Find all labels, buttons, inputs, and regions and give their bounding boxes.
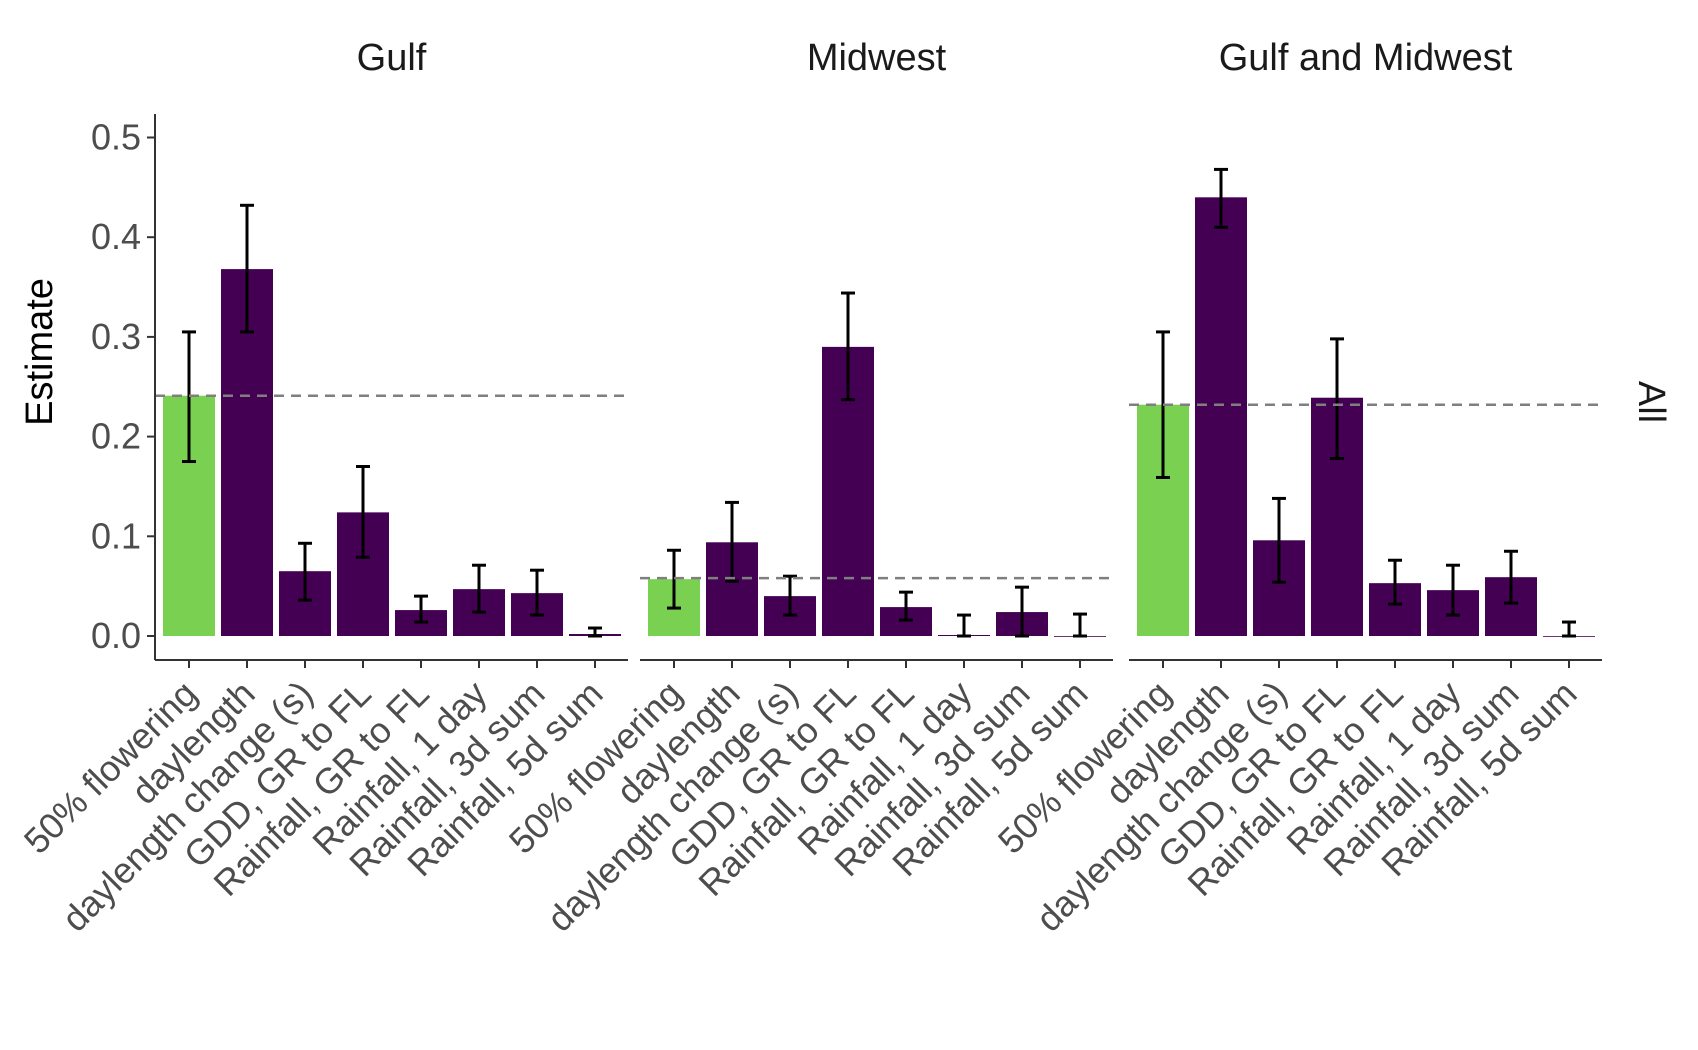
error-bar	[1272, 496, 1286, 584]
error-bar	[1388, 558, 1402, 606]
y-axis: 0.0 0.1 0.2 0.3 0.4 0.5	[91, 114, 156, 660]
error-bar	[1504, 549, 1518, 605]
error-bar	[240, 203, 254, 334]
y-tick-label: 0.5	[91, 117, 141, 158]
y-tick-label: 0.0	[91, 615, 141, 656]
y-tick-label: 0.2	[91, 416, 141, 457]
facet-title: Midwest	[807, 37, 947, 79]
facet-title: Gulf	[357, 37, 427, 79]
facet-title: Gulf and Midwest	[1219, 37, 1513, 79]
error-bar	[1446, 563, 1460, 617]
error-bar	[725, 500, 739, 583]
error-bar	[841, 291, 855, 402]
error-bar	[298, 541, 312, 602]
y-tick-label: 0.1	[91, 515, 141, 556]
error-bar	[1330, 337, 1344, 461]
error-bar	[356, 465, 370, 559]
y-tick-label: 0.3	[91, 316, 141, 357]
error-bar	[1015, 585, 1029, 638]
error-bar	[783, 574, 797, 617]
bar	[1195, 197, 1247, 636]
error-bar	[1562, 620, 1576, 638]
error-bar	[899, 590, 913, 622]
y-tick-label: 0.4	[91, 216, 141, 257]
error-bar	[472, 563, 486, 614]
error-bar	[957, 613, 971, 638]
error-bar	[414, 594, 428, 624]
error-bar	[530, 568, 544, 617]
strip-label-all: All	[1630, 381, 1672, 423]
error-bar	[1073, 612, 1087, 638]
error-bar	[588, 626, 602, 638]
error-bar	[1214, 167, 1228, 229]
y-axis-title: Estimate	[19, 278, 61, 426]
